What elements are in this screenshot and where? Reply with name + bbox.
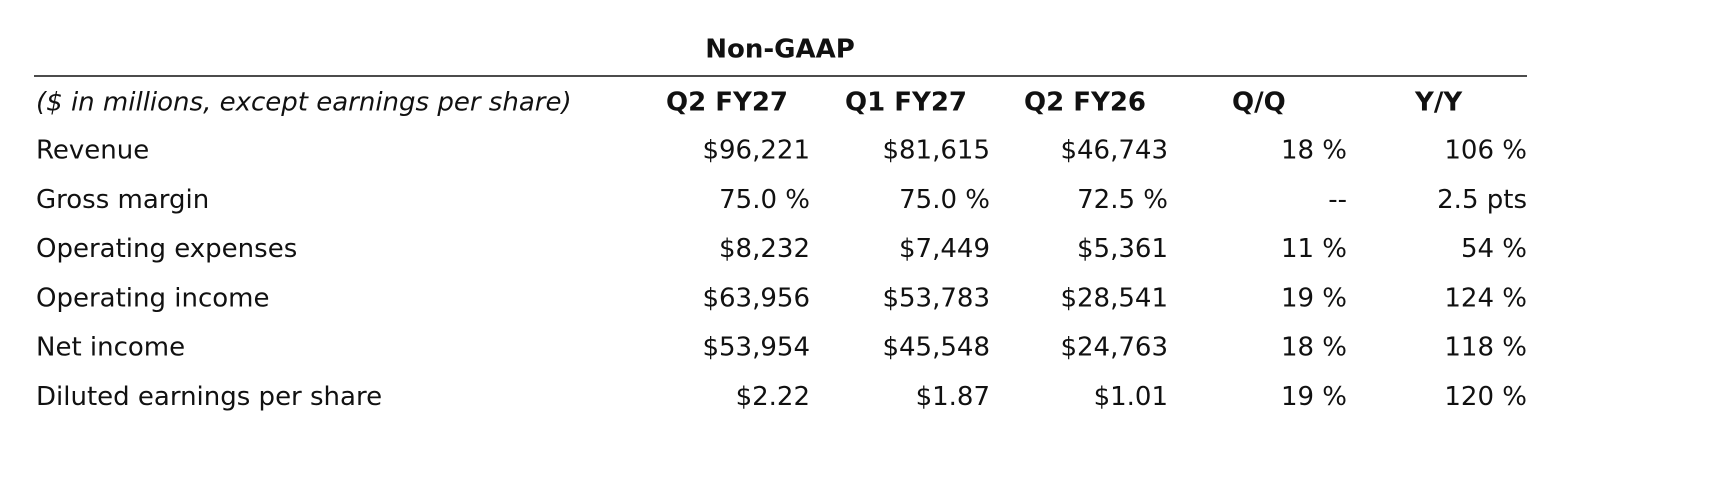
cell: $96,221 — [702, 136, 810, 166]
cell: $45,548 — [882, 333, 990, 363]
cell: -- — [1328, 185, 1347, 215]
cell: 72.5 % — [1077, 185, 1168, 215]
cell: 106 % — [1444, 136, 1527, 166]
cell: $8,232 — [719, 234, 810, 264]
column-header: ($ in millions, except earnings per shar… — [36, 88, 572, 118]
cell: $5,361 — [1077, 234, 1168, 264]
cell: 2.5 pts — [1437, 185, 1527, 215]
cell: 54 % — [1461, 234, 1527, 264]
cell: $24,763 — [1060, 333, 1168, 363]
cell: $2.22 — [736, 382, 810, 412]
row-label: Revenue — [36, 136, 149, 166]
cell: 120 % — [1444, 382, 1527, 412]
row-label: Gross margin — [36, 185, 209, 215]
cell: $63,956 — [702, 283, 810, 313]
cell: $53,954 — [702, 333, 810, 363]
cell: 18 % — [1281, 333, 1347, 363]
cell: 75.0 % — [719, 185, 810, 215]
cell: $7,449 — [899, 234, 990, 264]
cell: $53,783 — [882, 283, 990, 313]
row-label: Operating expenses — [36, 234, 297, 264]
row-label: Net income — [36, 333, 185, 363]
cell: $1.87 — [916, 382, 990, 412]
cell: $46,743 — [1060, 136, 1168, 166]
cell: 124 % — [1444, 283, 1527, 313]
row-label: Diluted earnings per share — [36, 382, 382, 412]
cell: $81,615 — [882, 136, 990, 166]
cell: 19 % — [1281, 382, 1347, 412]
cell: $1.01 — [1094, 382, 1168, 412]
cell: 19 % — [1281, 283, 1347, 313]
column-header: Q2 FY26 — [1024, 88, 1146, 118]
column-header: Q2 FY27 — [666, 88, 788, 118]
cell: $28,541 — [1060, 283, 1168, 313]
cell: 11 % — [1281, 234, 1347, 264]
column-header: Y/Y — [1414, 88, 1463, 118]
cell: 75.0 % — [899, 185, 990, 215]
table-title: Non-GAAP — [705, 35, 855, 65]
cell: 118 % — [1444, 333, 1527, 363]
column-header: Q/Q — [1232, 88, 1286, 118]
column-header: Q1 FY27 — [845, 88, 967, 118]
row-label: Operating income — [36, 283, 269, 313]
cell: 18 % — [1281, 136, 1347, 166]
